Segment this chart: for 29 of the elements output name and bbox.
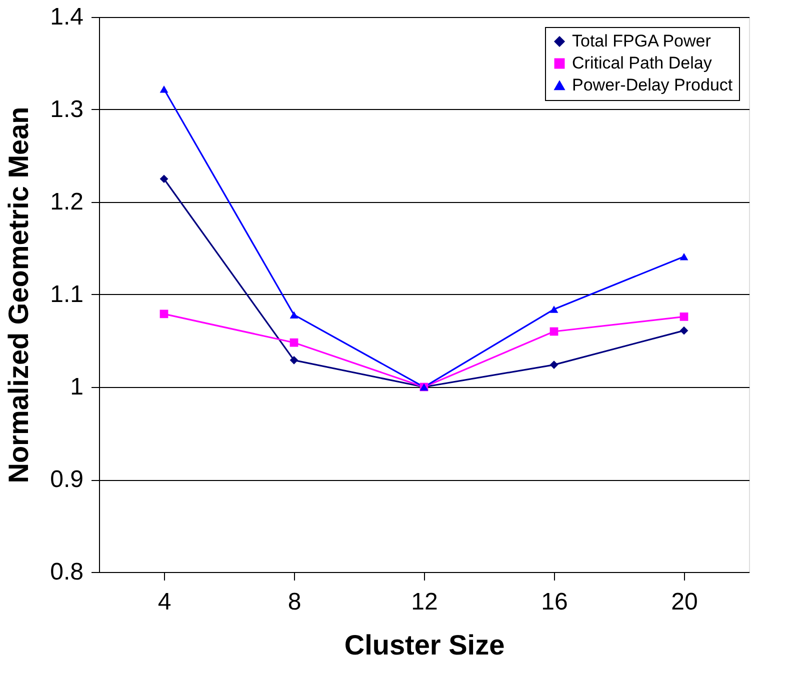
point [290, 311, 298, 318]
y-tick-label: 0.8 [50, 558, 84, 586]
x-tick-label: 12 [411, 588, 438, 616]
x-tick-label: 8 [288, 588, 302, 616]
point [160, 310, 168, 318]
y-tick-label: 0.9 [50, 466, 84, 493]
point [550, 306, 558, 313]
point [550, 360, 558, 369]
y-tick-label: 1.2 [50, 188, 84, 216]
x-tick-label: 4 [158, 588, 172, 616]
x-tick-label: 16 [541, 588, 568, 616]
point [680, 312, 688, 321]
point [680, 252, 688, 260]
y-tick-label: 1.3 [50, 96, 84, 123]
legend-label: Total FPGA Power [572, 32, 712, 50]
point [550, 327, 558, 336]
x-tick-label: 20 [671, 588, 698, 616]
point [290, 356, 298, 364]
legend-label: Critical Path Delay [572, 54, 712, 72]
y-tick-label: 1.4 [50, 4, 84, 30]
y-axis-title: Normalized Geometric Mean [3, 106, 34, 484]
point [290, 338, 298, 347]
x-axis-title: Cluster Size [344, 630, 505, 660]
legend-label: Power-Delay Product [572, 76, 733, 94]
point [160, 86, 168, 93]
point [160, 174, 168, 184]
y-tick-label: 1.1 [50, 281, 84, 308]
y-tick-label: 1 [70, 374, 84, 400]
point [680, 326, 688, 335]
